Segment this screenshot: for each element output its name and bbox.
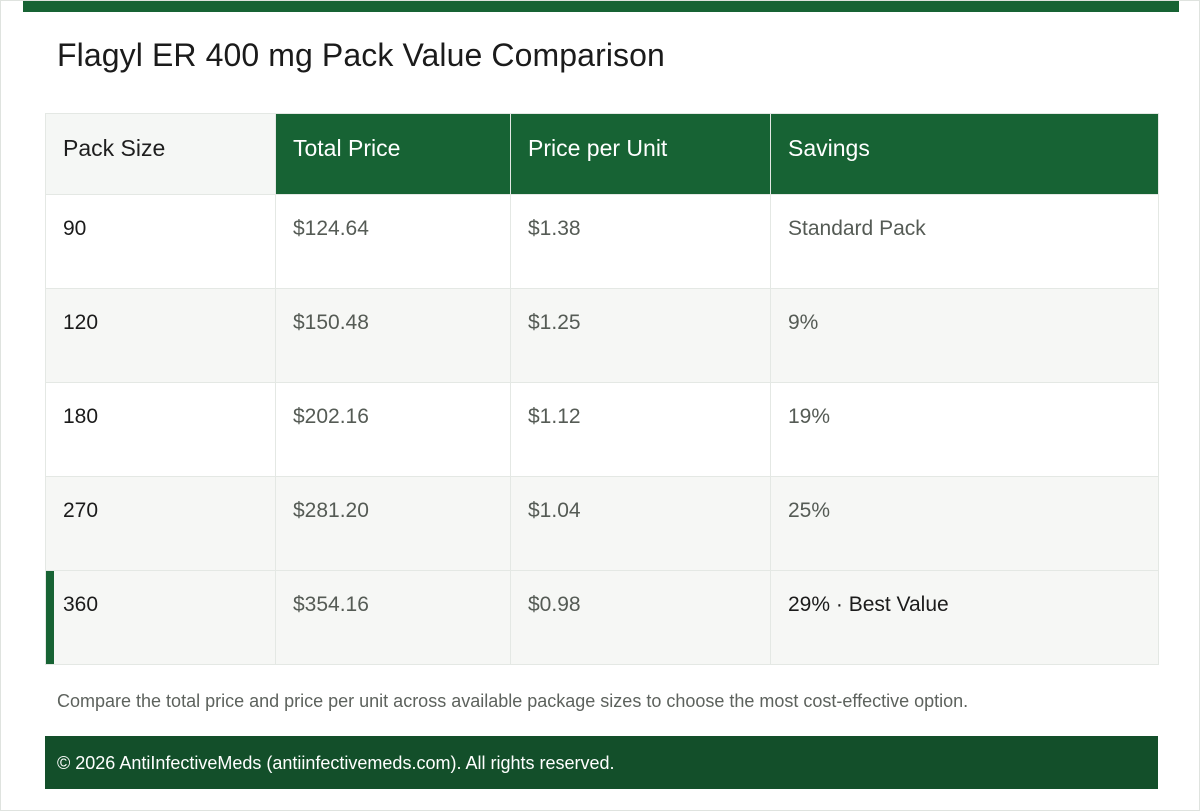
savings-cell: 9% [770,288,1159,383]
pack-size-cell: 120 [45,288,276,383]
price-per-unit-cell: $1.12 [510,382,771,477]
table-row: 270 $281.20 $1.04 25% [45,476,1159,571]
price-per-unit-cell: $1.38 [510,194,771,289]
header-savings: Savings [770,113,1159,195]
table-row: 90 $124.64 $1.38 Standard Pack [45,194,1159,289]
savings-cell: 25% [770,476,1159,571]
table-row: 180 $202.16 $1.12 19% [45,382,1159,477]
price-per-unit-cell: $1.04 [510,476,771,571]
header-pack-size: Pack Size [45,113,276,195]
header-price-per-unit: Price per Unit [510,113,771,195]
pack-size-cell: 90 [45,194,276,289]
savings-cell: 19% [770,382,1159,477]
header-total-price: Total Price [275,113,511,195]
comparison-note: Compare the total price and price per un… [57,691,969,711]
pack-size-cell: 180 [45,382,276,477]
table-row: 120 $150.48 $1.25 9% [45,288,1159,383]
best-value-savings-cell: 29% · Best Value [770,570,1159,665]
page-title: Flagyl ER 400 mg Pack Value Comparison [57,37,665,73]
pack-size-cell: 270 [45,476,276,571]
price-per-unit-cell: $1.25 [510,288,771,383]
total-price-cell: $354.16 [275,570,511,665]
savings-cell: Standard Pack [770,194,1159,289]
total-price-cell: $124.64 [275,194,511,289]
pack-size-cell: 360 [45,570,276,665]
total-price-cell: $281.20 [275,476,511,571]
copyright-text: © 2026 AntiInfectiveMeds (antiinfectivem… [57,753,615,773]
footer-bar: © 2026 AntiInfectiveMeds (antiinfectivem… [45,736,1158,789]
table-header-row: Pack Size Total Price Price per Unit Sav… [45,113,1159,195]
total-price-cell: $150.48 [275,288,511,383]
accent-top-bar [23,1,1179,12]
pack-comparison-table: Pack Size Total Price Price per Unit Sav… [45,113,1159,665]
best-value-row: 360 $354.16 $0.98 29% · Best Value [45,570,1159,665]
total-price-cell: $202.16 [275,382,511,477]
price-per-unit-cell: $0.98 [510,570,771,665]
